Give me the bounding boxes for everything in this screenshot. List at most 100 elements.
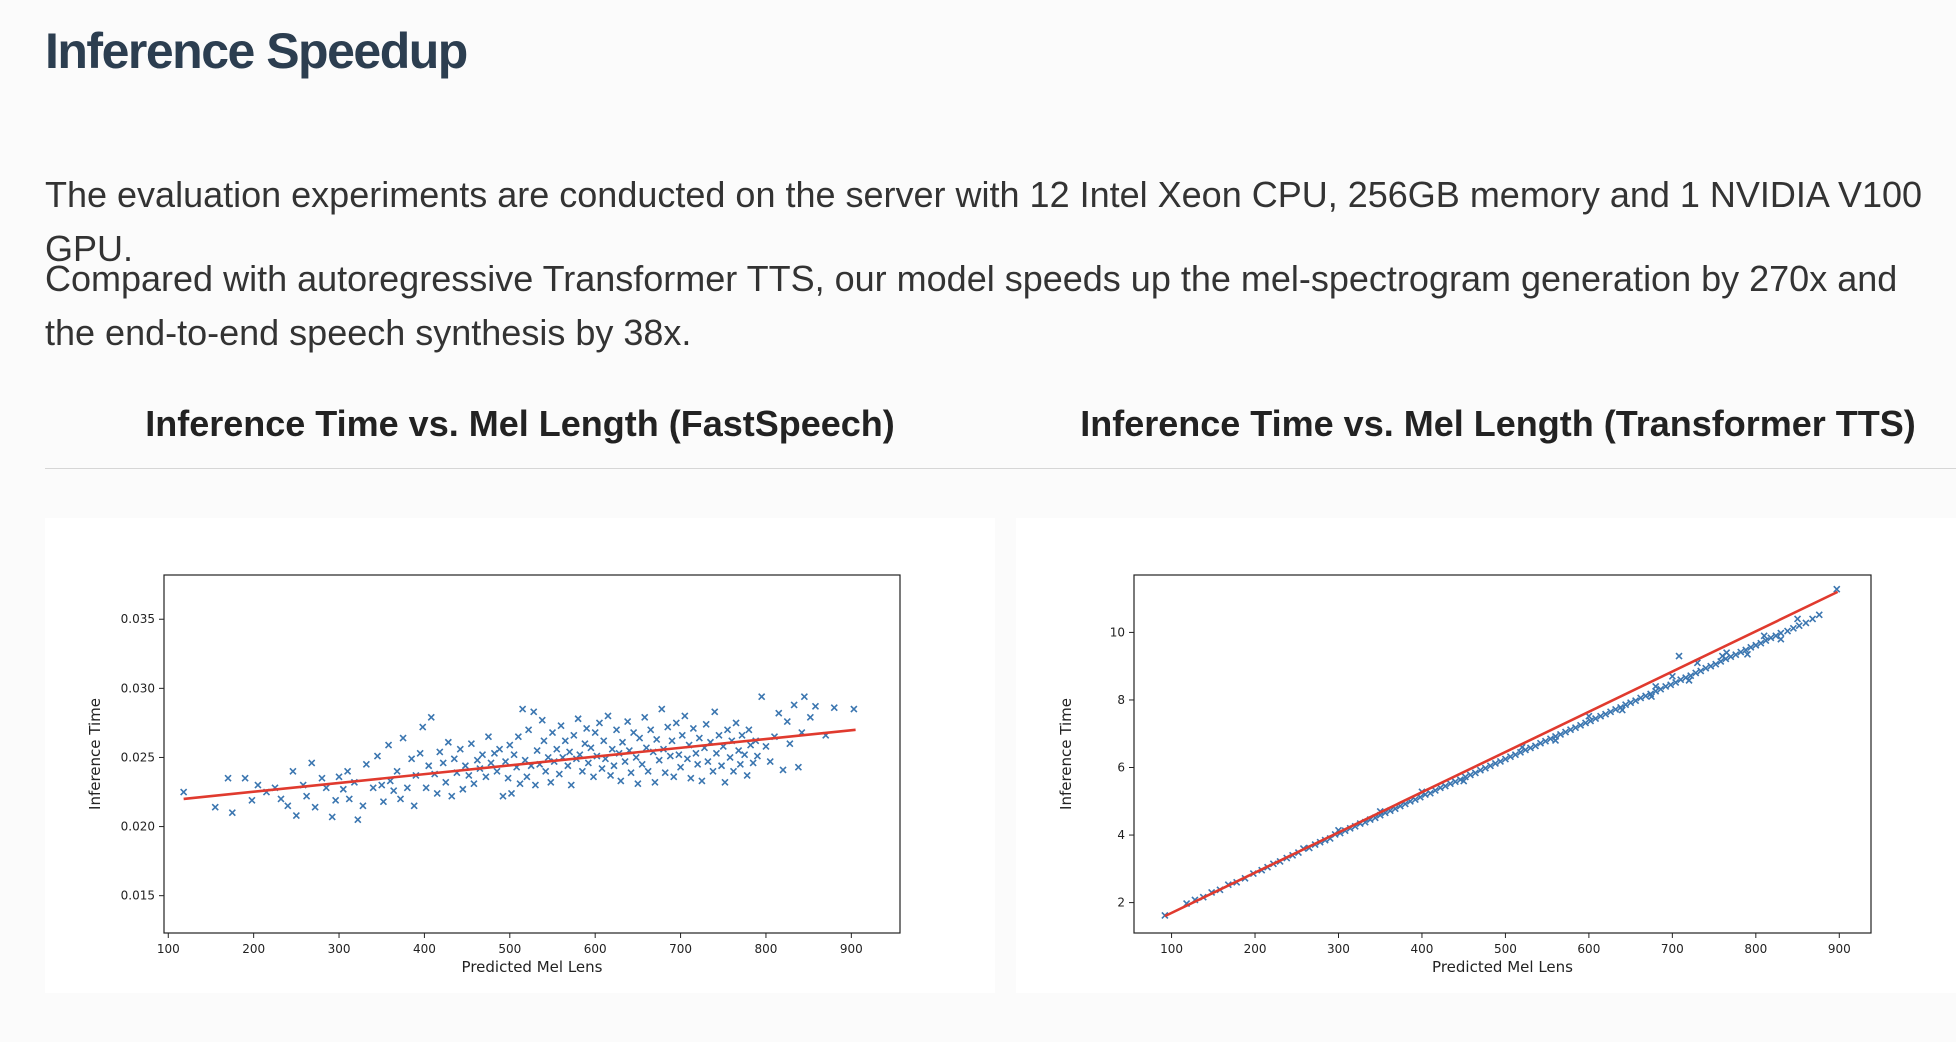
data-point <box>482 773 490 781</box>
data-point <box>540 737 548 745</box>
data-point <box>581 740 589 748</box>
data-point <box>1526 744 1535 752</box>
data-point <box>1833 585 1841 593</box>
data-point <box>1732 651 1740 659</box>
data-point <box>1501 755 1509 763</box>
data-point <box>766 758 774 766</box>
x-tick-label: 900 <box>840 942 863 956</box>
x-axis-label: Predicted Mel Lens <box>462 958 603 976</box>
header-divider <box>45 468 1956 469</box>
y-axis-label: Inference Time <box>1057 698 1075 810</box>
data-point <box>1662 682 1670 691</box>
data-point <box>465 771 473 779</box>
data-point <box>1566 726 1575 734</box>
data-point <box>632 753 640 762</box>
x-tick-label: 600 <box>1577 942 1600 956</box>
data-point <box>574 715 582 723</box>
data-point <box>493 767 501 775</box>
data-point <box>729 767 738 775</box>
data-point <box>180 788 188 796</box>
data-point <box>292 811 300 820</box>
data-point <box>647 726 655 734</box>
x-tick-label: 900 <box>1828 942 1851 956</box>
data-point <box>1697 667 1705 675</box>
data-point <box>1795 622 1803 630</box>
data-point <box>1618 706 1626 714</box>
data-point <box>318 774 326 782</box>
x-tick-label: 500 <box>498 942 521 956</box>
data-point <box>322 784 330 792</box>
y-tick-label: 0.025 <box>121 750 155 764</box>
data-point <box>1752 641 1760 649</box>
data-point <box>1685 676 1693 684</box>
data-point <box>1632 697 1640 705</box>
data-point <box>1760 632 1768 640</box>
data-point <box>695 734 703 742</box>
data-point <box>606 771 615 779</box>
data-point <box>627 769 635 777</box>
data-point <box>495 745 504 753</box>
data-point <box>378 781 386 789</box>
data-point <box>1742 646 1750 654</box>
data-point <box>587 744 595 752</box>
data-point <box>1476 766 1484 774</box>
x-tick-label: 300 <box>1327 942 1350 956</box>
data-point <box>617 777 625 785</box>
data-point <box>228 809 236 817</box>
y-tick-label: 0.020 <box>121 820 155 834</box>
data-point <box>362 760 370 768</box>
data-point <box>600 737 608 745</box>
data-point <box>1581 719 1590 727</box>
data-point <box>1702 664 1710 672</box>
data-point <box>1668 672 1676 680</box>
data-point <box>567 781 575 789</box>
data-point <box>450 755 458 763</box>
data-point <box>621 758 629 766</box>
x-tick-label: 600 <box>584 942 607 956</box>
data-point <box>1767 634 1775 642</box>
data-point <box>743 771 751 779</box>
data-point <box>335 773 343 781</box>
data-point <box>1506 753 1514 761</box>
data-point <box>1777 635 1785 643</box>
data-point <box>712 749 720 757</box>
data-point <box>1717 657 1725 666</box>
y-tick-label: 6 <box>1117 761 1125 775</box>
data-point <box>644 767 652 775</box>
transformer-tts-chart-card: 100 200 300 400 500 600 700 800 900 2 4 6 8 10 Predict… <box>1016 518 1956 993</box>
data-point <box>762 742 770 750</box>
data-point <box>419 723 427 731</box>
data-point <box>670 773 678 781</box>
table-header-transformer-tts: Inference Time vs. Mel Length (Transform… <box>1080 403 1916 444</box>
data-point <box>448 792 456 800</box>
data-point <box>1471 769 1479 777</box>
data-point <box>687 774 695 782</box>
data-point <box>521 756 529 764</box>
data-point <box>507 789 516 797</box>
y-tick-label: 0.035 <box>121 612 155 626</box>
data-point <box>811 702 820 710</box>
data-point <box>248 796 256 804</box>
x-axis-label: Predicted Mel Lens <box>1432 958 1573 976</box>
data-point <box>800 693 808 701</box>
data-point <box>806 713 814 721</box>
data-point <box>1657 685 1665 693</box>
fit-line <box>183 728 856 801</box>
data-point <box>1426 789 1434 797</box>
data-point <box>738 731 746 739</box>
data-point <box>758 693 766 701</box>
data-point <box>254 781 262 789</box>
data-point <box>1652 682 1660 691</box>
data-point <box>698 777 706 785</box>
data-point <box>704 758 712 766</box>
data-point <box>1777 629 1785 637</box>
data-point <box>717 762 726 770</box>
data-point <box>514 733 522 741</box>
data-point <box>1712 660 1720 668</box>
data-point <box>1793 615 1802 623</box>
data-point <box>403 784 411 792</box>
data-point <box>1757 639 1765 647</box>
data-point <box>598 764 606 773</box>
data-point <box>1627 699 1635 707</box>
